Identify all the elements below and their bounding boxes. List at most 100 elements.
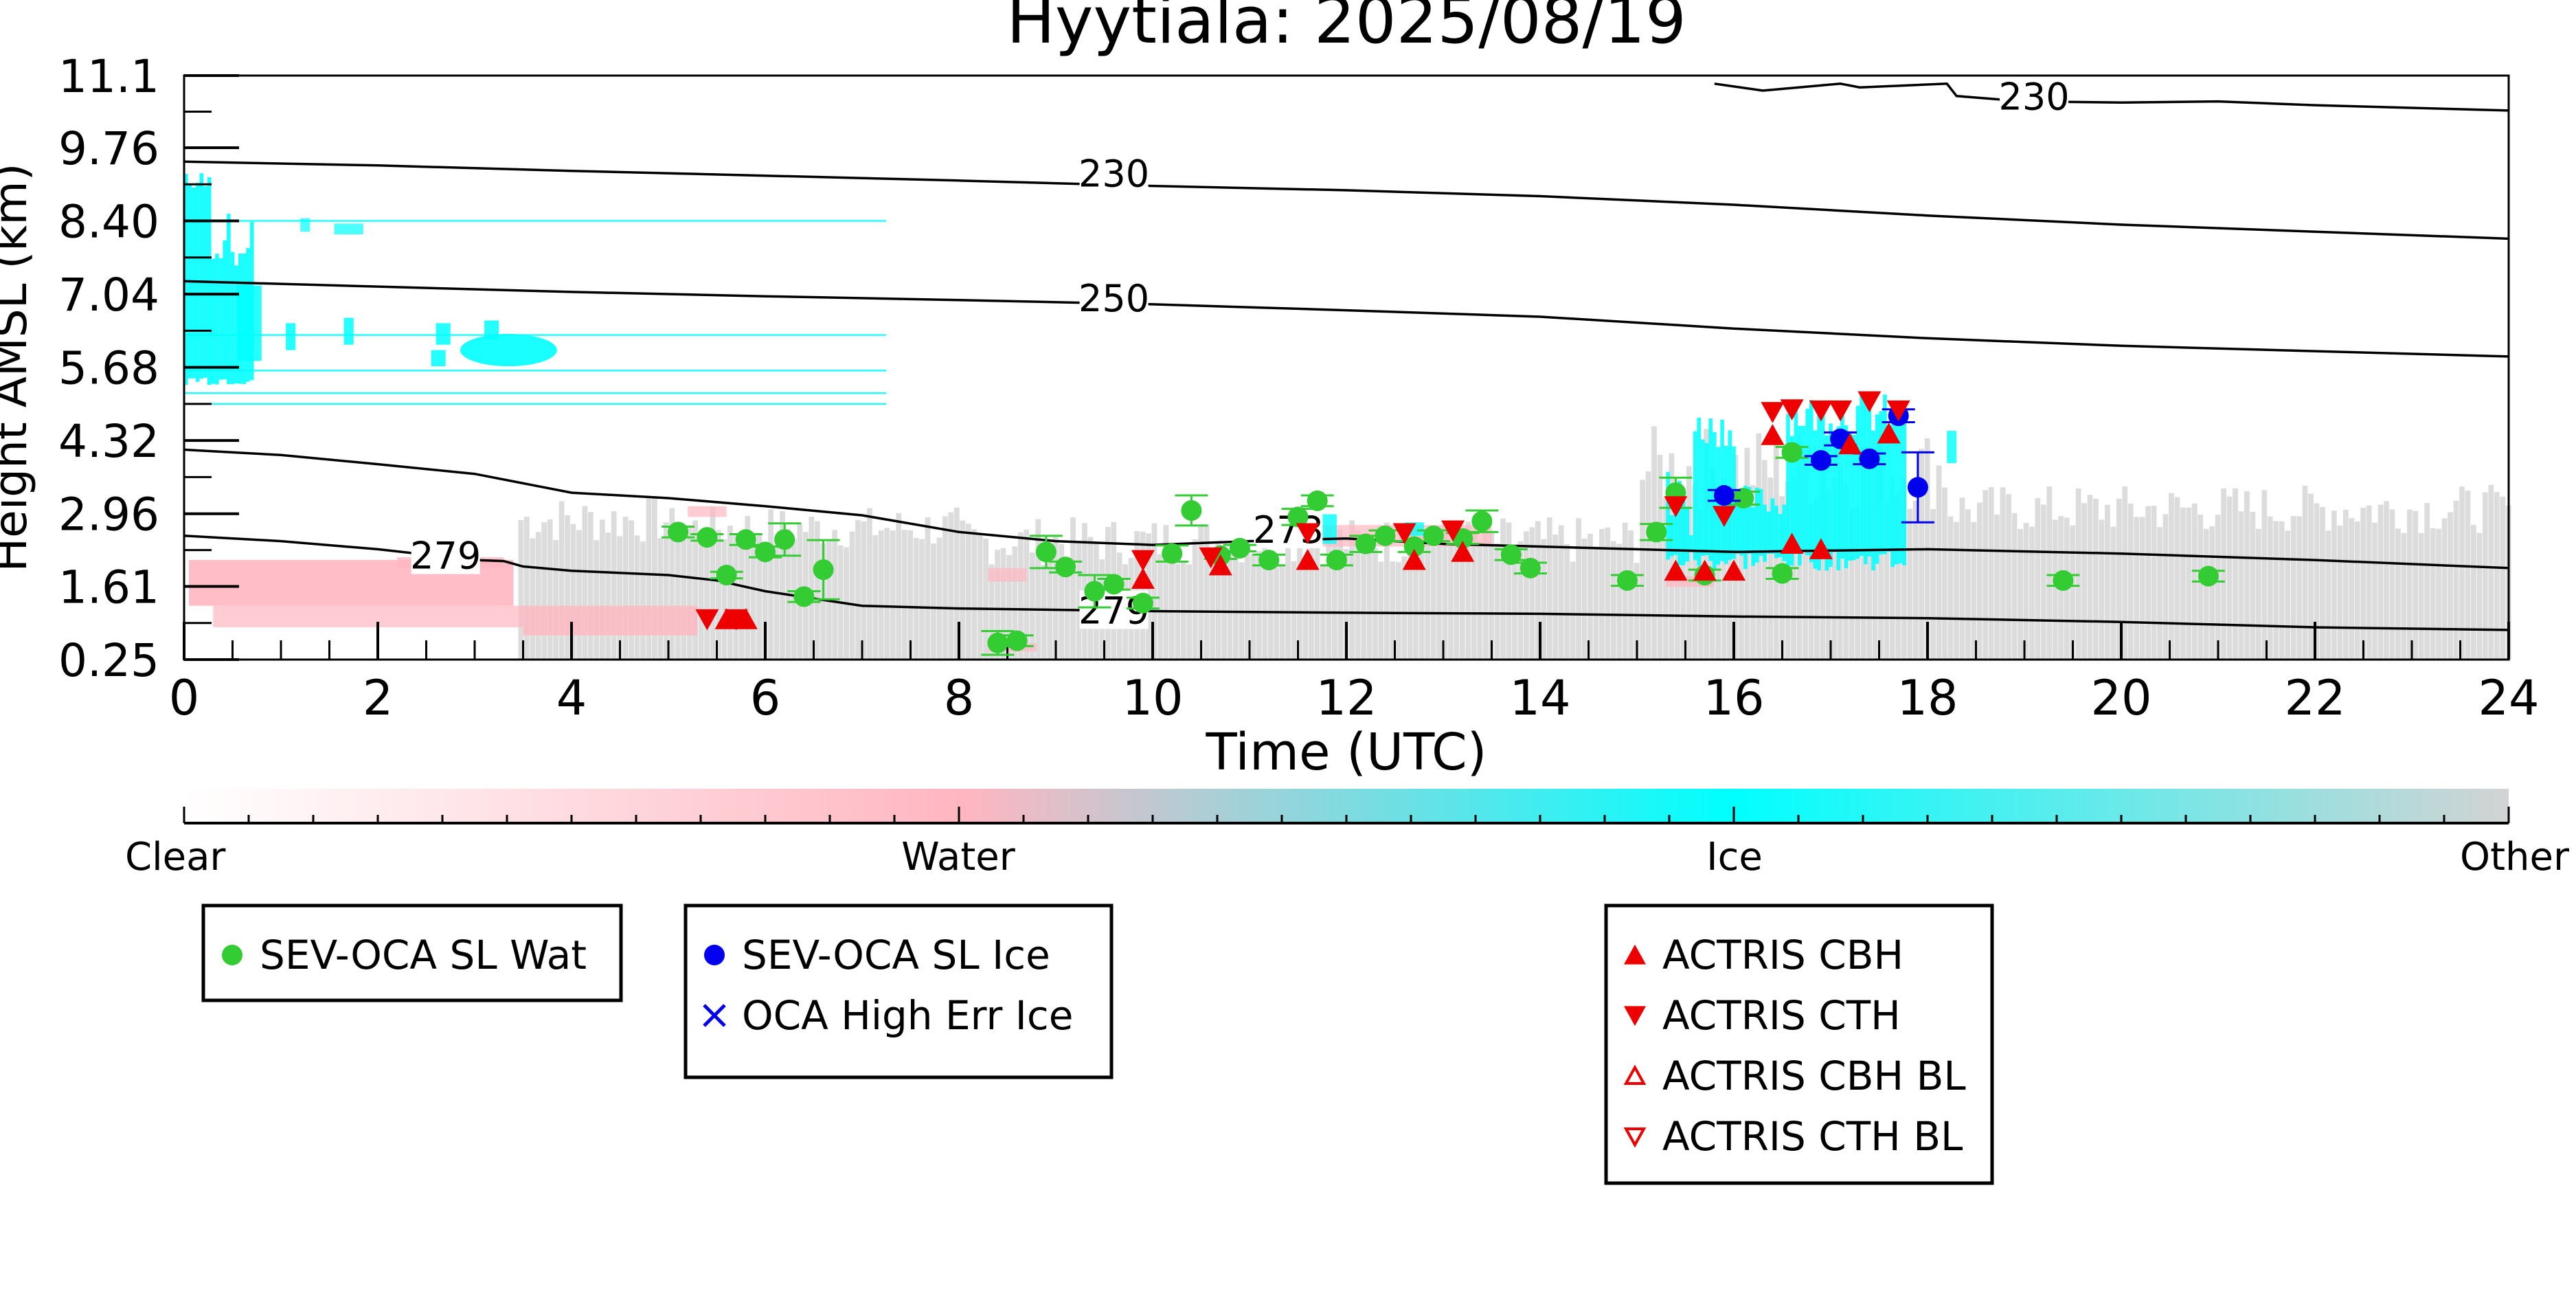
data-point xyxy=(1423,525,1444,546)
data-point xyxy=(1199,547,1223,569)
phase-other-column xyxy=(2134,517,2140,660)
phase-ice-region xyxy=(431,350,446,367)
x-tick-label: 16 xyxy=(1703,670,1764,726)
phase-other-column xyxy=(1919,449,1925,660)
phase-other-column xyxy=(1436,539,1442,660)
phase-other-column xyxy=(1692,484,1698,660)
phase-other-column xyxy=(2035,497,2041,660)
phase-other-column xyxy=(1535,521,1541,660)
phase-other-column xyxy=(2430,528,2436,660)
phase-other-column xyxy=(663,522,669,660)
phase-other-column xyxy=(716,530,721,660)
x-tick-label: 4 xyxy=(556,670,587,726)
phase-other-column xyxy=(2197,514,2204,660)
phase-other-column xyxy=(2360,508,2366,660)
phase-other-column xyxy=(721,539,727,660)
phase-other-column xyxy=(1378,561,1384,660)
phase-other-column xyxy=(1588,533,1593,660)
phase-other-column xyxy=(1890,476,1895,660)
phase-other-column xyxy=(965,524,971,660)
phase-other-column xyxy=(2000,487,2006,660)
phase-other-column xyxy=(1947,516,1954,660)
phase-ice-column xyxy=(1836,426,1841,571)
colorbar-label: Ice xyxy=(1706,835,1763,879)
data-point xyxy=(1722,559,1745,581)
phase-ice-region xyxy=(218,258,223,380)
phase-ice-column xyxy=(1805,409,1809,556)
phase-other-column xyxy=(1210,558,1215,660)
phase-other-column xyxy=(988,564,995,660)
legend-marker xyxy=(222,945,242,965)
phase-other-column xyxy=(2139,517,2145,660)
phase-other-column xyxy=(1302,560,1309,660)
phase-water-region xyxy=(988,568,1027,582)
phase-other-column xyxy=(2424,503,2430,660)
data-point xyxy=(1886,400,1910,422)
phase-other-column xyxy=(971,529,978,660)
legend-label: ACTRIS CTH xyxy=(1662,992,1901,1039)
colorbar-labels: Clear Water Ice Other xyxy=(125,835,2570,879)
phase-ice-column xyxy=(1755,487,1759,563)
phase-ice-column xyxy=(1766,511,1771,554)
phase-other-column xyxy=(657,538,664,660)
phase-other-column xyxy=(681,531,687,660)
phase-other-column xyxy=(1262,527,1268,660)
phase-other-column xyxy=(2162,514,2169,660)
phase-other-column xyxy=(2110,526,2116,660)
phase-other-column xyxy=(768,509,773,660)
phase-ice-column xyxy=(1751,507,1756,566)
phase-other-column xyxy=(652,497,657,660)
phase-other-column xyxy=(1494,543,1500,660)
data-point xyxy=(1258,550,1280,571)
phase-water-region xyxy=(688,506,727,517)
phase-other-column xyxy=(919,539,925,660)
y-tick-label: 8.40 xyxy=(58,196,159,249)
phase-other-column xyxy=(1884,502,1890,660)
phase-other-column xyxy=(1059,543,1064,660)
phase-other-column xyxy=(1442,521,1448,660)
phase-other-column xyxy=(1803,462,1808,660)
data-point xyxy=(755,541,776,563)
phase-ice-region xyxy=(286,323,296,350)
phase-other-column xyxy=(2046,486,2053,660)
phase-other-column xyxy=(2366,505,2372,660)
phase-other-column xyxy=(587,512,594,660)
phase-other-column xyxy=(2331,510,2337,660)
phase-ice-column xyxy=(1852,435,1856,561)
y-tick-labels: 0.25 1.61 2.96 4.32 5.68 7.04 8.40 9.76 11.1 xyxy=(58,50,159,687)
x-tick-label: 10 xyxy=(1122,670,1183,726)
phase-other-column xyxy=(2122,486,2128,660)
phase-other-column xyxy=(605,532,611,660)
phase-other-column xyxy=(1901,478,1907,660)
phase-other-column xyxy=(1256,551,1262,660)
data-point xyxy=(1131,568,1155,589)
phase-other-column xyxy=(1982,490,1989,660)
phase-other-column xyxy=(2354,521,2360,660)
phase-other-column xyxy=(2296,516,2302,660)
phase-ice-region xyxy=(436,323,451,345)
phase-other-column xyxy=(1401,556,1408,660)
data-point xyxy=(1829,400,1853,422)
phase-other-column xyxy=(733,535,739,660)
phase-ice-region xyxy=(192,188,196,379)
phase-other-column xyxy=(1029,552,1035,660)
phase-other-column xyxy=(692,520,699,660)
x-tick-label: 6 xyxy=(750,670,781,726)
phase-ice-column xyxy=(1681,494,1686,565)
phase-other-column xyxy=(2471,525,2476,660)
phase-ice-column xyxy=(1820,407,1825,552)
phase-ice-column xyxy=(1778,514,1783,557)
phase-other-column xyxy=(2389,509,2395,660)
phase-other-column xyxy=(1942,487,1947,660)
data-point xyxy=(695,609,719,631)
phase-other-column xyxy=(2105,504,2110,660)
phase-other-column xyxy=(977,534,983,660)
data-point xyxy=(1103,574,1125,595)
phase-other-column xyxy=(640,541,646,660)
phase-ice-column xyxy=(1789,436,1794,566)
contour-label-bg xyxy=(1079,278,1149,317)
legend-label: OCA High Err Ice xyxy=(742,992,1073,1039)
phase-other-column xyxy=(2018,528,2023,660)
phase-other-column xyxy=(1454,545,1460,660)
legend-box xyxy=(201,903,623,1002)
